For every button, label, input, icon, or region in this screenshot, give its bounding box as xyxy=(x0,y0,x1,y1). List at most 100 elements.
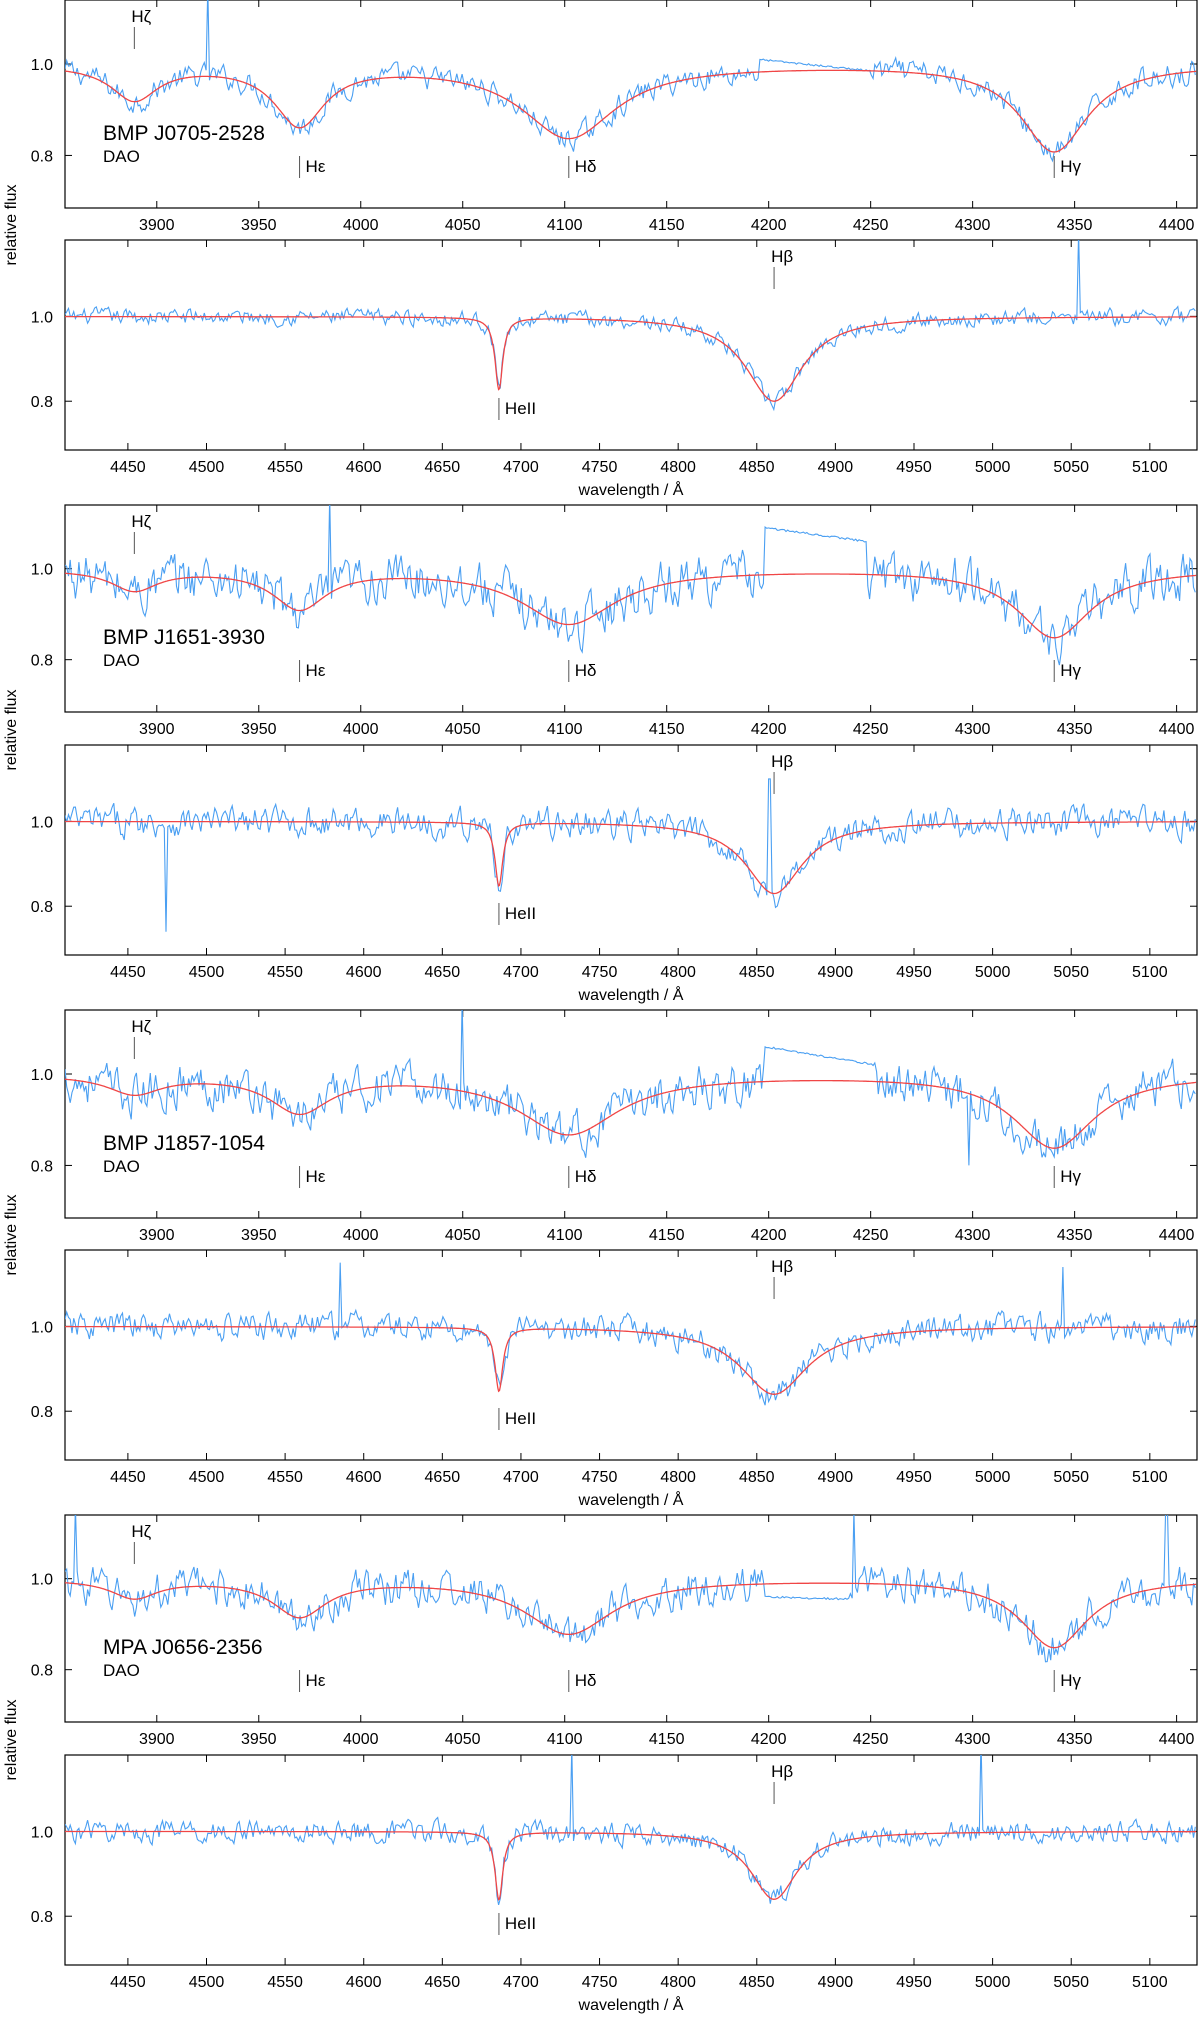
x-tick-label: 4600 xyxy=(346,1974,382,1991)
y-axis-label: relative flux xyxy=(3,690,20,771)
x-tick-label: 4250 xyxy=(853,217,889,234)
x-tick-label: 3950 xyxy=(241,721,277,738)
line-label: Hε xyxy=(306,1671,326,1690)
line-label: HeII xyxy=(505,1409,536,1428)
observed-spectrum xyxy=(65,1010,1196,1166)
star-group-2: 3900 3950 4000 4050 4100 4150 4200 4250 4300 4350… xyxy=(3,504,1198,1004)
spectrum-panel: 4450 4500 4550 4600 4650 4700 4750 4800 4850 4900… xyxy=(31,744,1198,1004)
line-label: Hβ xyxy=(771,752,793,771)
x-tick-label: 4100 xyxy=(547,1731,583,1748)
x-tick-label: 4050 xyxy=(445,1731,481,1748)
line-label: Hζ xyxy=(131,7,151,26)
axis-frame xyxy=(64,1754,1198,1966)
x-tick-label: 4400 xyxy=(1159,217,1195,234)
y-axis-label: relative flux xyxy=(3,1195,20,1276)
x-tick-label: 4050 xyxy=(445,1227,481,1244)
x-tick-label: 5100 xyxy=(1132,1974,1168,1991)
model-spectrum xyxy=(65,315,1197,402)
x-tick-label: 4250 xyxy=(853,721,889,738)
x-tick-label: 4300 xyxy=(955,1227,991,1244)
x-tick-label: 4850 xyxy=(739,459,775,476)
x-tick-label: 4100 xyxy=(547,721,583,738)
line-label: Hζ xyxy=(131,1017,151,1036)
x-tick-label: 4950 xyxy=(896,1974,932,1991)
x-axis-label: wavelength / Å xyxy=(578,985,684,1004)
star-name: BMP J1857-1054 xyxy=(103,1132,265,1155)
y-tick-label: 1.0 xyxy=(31,1067,53,1084)
x-tick-label: 4350 xyxy=(1057,721,1093,738)
x-tick-label: 4700 xyxy=(503,964,539,981)
x-tick-label: 4500 xyxy=(189,1469,225,1486)
model-spectrum xyxy=(65,1078,1197,1149)
x-tick-label: 4750 xyxy=(582,964,618,981)
x-tick-label: 4050 xyxy=(445,721,481,738)
spectrum-panel: 4450 4500 4550 4600 4650 4700 4750 4800 4850 4900… xyxy=(31,239,1198,499)
x-tick-label: 4750 xyxy=(582,1469,618,1486)
x-tick-label: 4150 xyxy=(649,1227,685,1244)
line-label: Hβ xyxy=(771,1762,793,1781)
x-tick-label: 3950 xyxy=(241,217,277,234)
star-class: DAO xyxy=(103,1157,140,1176)
x-tick-label: 4800 xyxy=(660,1974,696,1991)
x-tick-label: 4100 xyxy=(547,1227,583,1244)
star-name: BMP J1651-3930 xyxy=(103,626,265,649)
x-tick-label: 4250 xyxy=(853,1731,889,1748)
line-label: Hζ xyxy=(131,512,151,531)
spectrum-panel: 3900 3950 4000 4050 4100 4150 4200 4250 4300 4350… xyxy=(31,0,1198,234)
x-tick-label: 4500 xyxy=(189,1974,225,1991)
x-tick-label: 4050 xyxy=(445,217,481,234)
x-tick-label: 4400 xyxy=(1159,1731,1195,1748)
x-tick-label: 5000 xyxy=(975,964,1011,981)
x-tick-label: 4600 xyxy=(346,1469,382,1486)
x-tick-label: 4750 xyxy=(582,459,618,476)
x-tick-label: 4700 xyxy=(503,1974,539,1991)
x-tick-label: 4300 xyxy=(955,217,991,234)
axis-frame xyxy=(64,239,1198,451)
line-label: Hε xyxy=(306,1167,326,1186)
y-tick-label: 0.8 xyxy=(31,1663,53,1680)
spectrum-panel: 4450 4500 4550 4600 4650 4700 4750 4800 4850 4900… xyxy=(31,1754,1198,2014)
x-axis-label: wavelength / Å xyxy=(578,480,684,499)
x-tick-label: 5050 xyxy=(1053,1974,1089,1991)
model-spectrum xyxy=(65,1582,1197,1649)
x-tick-label: 4700 xyxy=(503,459,539,476)
line-label: HeII xyxy=(505,399,536,418)
y-tick-label: 0.8 xyxy=(31,148,53,165)
star-class: DAO xyxy=(103,651,140,670)
x-tick-label: 4850 xyxy=(739,964,775,981)
x-tick-label: 5050 xyxy=(1053,964,1089,981)
line-label: HeII xyxy=(505,1914,536,1933)
model-spectrum xyxy=(65,1325,1197,1395)
y-tick-label: 1.0 xyxy=(31,309,53,326)
x-tick-label: 4150 xyxy=(649,721,685,738)
x-tick-label: 4800 xyxy=(660,1469,696,1486)
model-spectrum xyxy=(65,69,1197,153)
observed-spectrum xyxy=(65,1755,1196,1906)
y-tick-label: 1.0 xyxy=(31,57,53,74)
x-tick-label: 4450 xyxy=(110,1469,146,1486)
y-tick-label: 0.8 xyxy=(31,653,53,670)
y-tick-label: 0.8 xyxy=(31,899,53,916)
spectrum-panel: 3900 3950 4000 4050 4100 4150 4200 4250 4300 4350… xyxy=(31,504,1198,738)
x-tick-label: 4950 xyxy=(896,1469,932,1486)
x-tick-label: 4550 xyxy=(267,964,303,981)
x-tick-label: 4100 xyxy=(547,217,583,234)
x-tick-label: 4700 xyxy=(503,1469,539,1486)
y-tick-label: 1.0 xyxy=(31,814,53,831)
line-label: Hζ xyxy=(131,1522,151,1541)
x-tick-label: 4850 xyxy=(739,1974,775,1991)
y-tick-label: 0.8 xyxy=(31,1404,53,1421)
x-tick-label: 4550 xyxy=(267,459,303,476)
x-tick-label: 4550 xyxy=(267,1974,303,1991)
model-spectrum xyxy=(65,1830,1197,1901)
y-tick-label: 0.8 xyxy=(31,394,53,411)
star-name: MPA J0656-2356 xyxy=(103,1636,263,1659)
line-label: Hγ xyxy=(1060,1167,1081,1186)
x-axis-label: wavelength / Å xyxy=(578,1490,684,1509)
y-tick-label: 0.8 xyxy=(31,1158,53,1175)
line-label: Hγ xyxy=(1060,157,1081,176)
x-tick-label: 4500 xyxy=(189,459,225,476)
x-tick-label: 4000 xyxy=(343,1731,379,1748)
x-tick-label: 3950 xyxy=(241,1227,277,1244)
